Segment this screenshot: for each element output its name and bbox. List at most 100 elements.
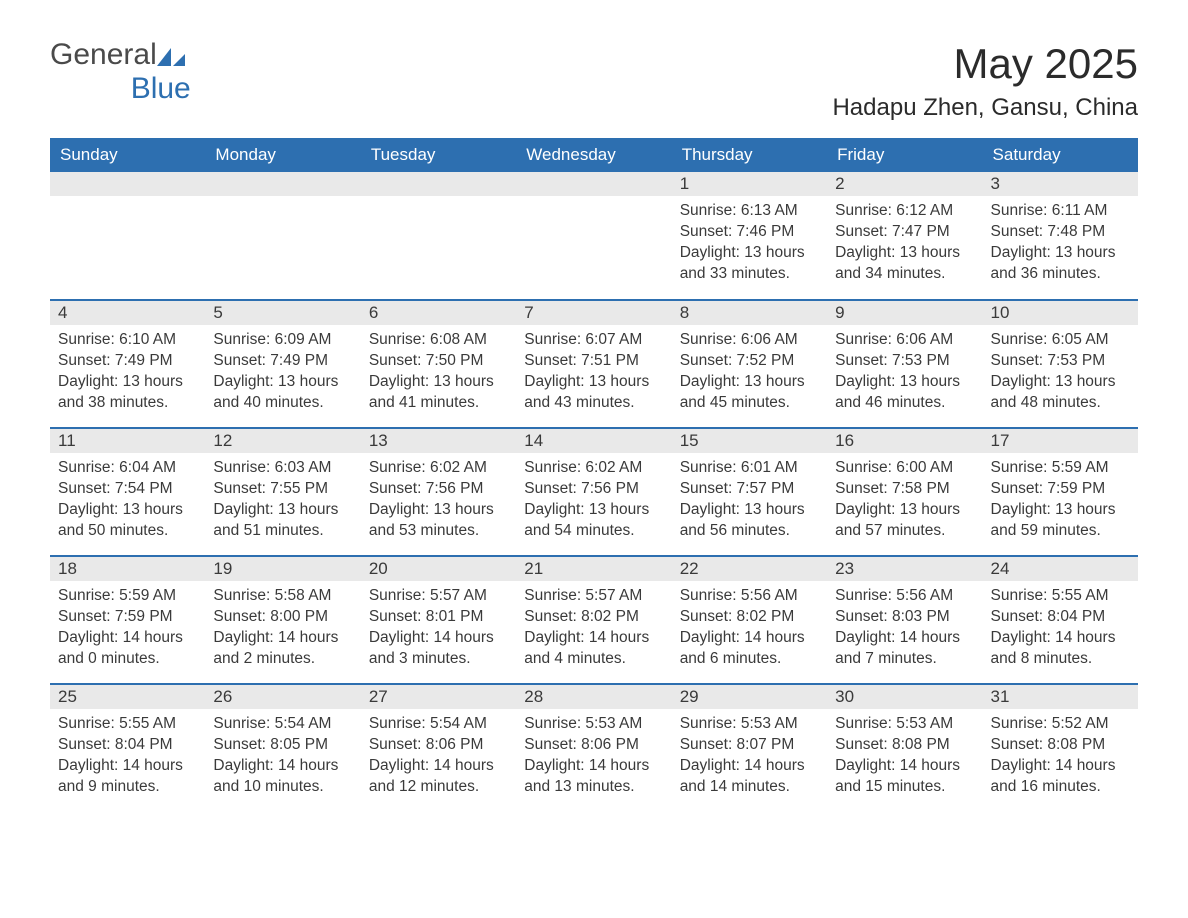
sunset-text: Sunset: 7:52 PM [680,351,819,372]
daylight-text: Daylight: 13 hours and 51 minutes. [213,500,352,542]
day-details: Sunrise: 6:08 AMSunset: 7:50 PMDaylight:… [361,325,516,424]
sunrise-text: Sunrise: 5:53 AM [680,714,819,735]
day-number: 4 [50,301,205,325]
daylight-text: Daylight: 14 hours and 2 minutes. [213,628,352,670]
sunrise-text: Sunrise: 5:56 AM [680,586,819,607]
daylight-text: Daylight: 14 hours and 7 minutes. [835,628,974,670]
sunrise-text: Sunrise: 6:03 AM [213,458,352,479]
sunrise-text: Sunrise: 5:54 AM [369,714,508,735]
sunset-text: Sunset: 7:48 PM [991,222,1130,243]
daylight-text: Daylight: 13 hours and 45 minutes. [680,372,819,414]
day-number: 12 [205,429,360,453]
sunrise-text: Sunrise: 6:11 AM [991,201,1130,222]
sunset-text: Sunset: 8:06 PM [369,735,508,756]
calendar-cell: 19Sunrise: 5:58 AMSunset: 8:00 PMDayligh… [205,556,360,684]
sunrise-text: Sunrise: 5:59 AM [58,586,197,607]
day-number: 2 [827,172,982,196]
daylight-text: Daylight: 13 hours and 46 minutes. [835,372,974,414]
sunset-text: Sunset: 8:08 PM [835,735,974,756]
sunset-text: Sunset: 8:03 PM [835,607,974,628]
sunset-text: Sunset: 7:59 PM [58,607,197,628]
sunrise-text: Sunrise: 6:01 AM [680,458,819,479]
day-number: 25 [50,685,205,709]
sunrise-text: Sunrise: 5:55 AM [58,714,197,735]
calendar-cell: 2Sunrise: 6:12 AMSunset: 7:47 PMDaylight… [827,172,982,300]
sunrise-text: Sunrise: 5:53 AM [524,714,663,735]
sunrise-text: Sunrise: 5:52 AM [991,714,1130,735]
day-number: 29 [672,685,827,709]
sunrise-text: Sunrise: 6:06 AM [835,330,974,351]
calendar-cell [205,172,360,300]
sunset-text: Sunset: 7:59 PM [991,479,1130,500]
day-number [361,172,516,196]
sunrise-text: Sunrise: 6:00 AM [835,458,974,479]
page-header: General Blue May 2025 Hadapu Zhen, Gansu… [50,40,1138,132]
day-header: Monday [205,138,360,172]
daylight-text: Daylight: 13 hours and 50 minutes. [58,500,197,542]
calendar-cell: 16Sunrise: 6:00 AMSunset: 7:58 PMDayligh… [827,428,982,556]
sunset-text: Sunset: 8:06 PM [524,735,663,756]
calendar-week-row: 11Sunrise: 6:04 AMSunset: 7:54 PMDayligh… [50,428,1138,556]
brand-logo: General Blue [50,40,187,104]
day-details [516,196,671,211]
daylight-text: Daylight: 13 hours and 33 minutes. [680,243,819,285]
sunset-text: Sunset: 7:47 PM [835,222,974,243]
day-details [50,196,205,211]
sunset-text: Sunset: 8:07 PM [680,735,819,756]
calendar-cell: 7Sunrise: 6:07 AMSunset: 7:51 PMDaylight… [516,300,671,428]
calendar-cell: 10Sunrise: 6:05 AMSunset: 7:53 PMDayligh… [983,300,1138,428]
day-number: 9 [827,301,982,325]
day-details: Sunrise: 6:10 AMSunset: 7:49 PMDaylight:… [50,325,205,424]
daylight-text: Daylight: 13 hours and 56 minutes. [680,500,819,542]
sunset-text: Sunset: 7:50 PM [369,351,508,372]
day-number: 10 [983,301,1138,325]
day-details: Sunrise: 6:12 AMSunset: 7:47 PMDaylight:… [827,196,982,295]
daylight-text: Daylight: 13 hours and 38 minutes. [58,372,197,414]
sunset-text: Sunset: 7:53 PM [835,351,974,372]
calendar-cell: 13Sunrise: 6:02 AMSunset: 7:56 PMDayligh… [361,428,516,556]
calendar-cell: 31Sunrise: 5:52 AMSunset: 8:08 PMDayligh… [983,684,1138,812]
calendar-cell: 24Sunrise: 5:55 AMSunset: 8:04 PMDayligh… [983,556,1138,684]
day-number: 28 [516,685,671,709]
daylight-text: Daylight: 13 hours and 59 minutes. [991,500,1130,542]
sunrise-text: Sunrise: 6:09 AM [213,330,352,351]
day-number: 24 [983,557,1138,581]
calendar-cell: 26Sunrise: 5:54 AMSunset: 8:05 PMDayligh… [205,684,360,812]
day-header: Tuesday [361,138,516,172]
day-number: 27 [361,685,516,709]
day-details: Sunrise: 5:55 AMSunset: 8:04 PMDaylight:… [50,709,205,808]
day-number: 6 [361,301,516,325]
daylight-text: Daylight: 13 hours and 36 minutes. [991,243,1130,285]
day-details: Sunrise: 6:09 AMSunset: 7:49 PMDaylight:… [205,325,360,424]
day-number: 11 [50,429,205,453]
daylight-text: Daylight: 14 hours and 9 minutes. [58,756,197,798]
calendar-cell: 4Sunrise: 6:10 AMSunset: 7:49 PMDaylight… [50,300,205,428]
sunset-text: Sunset: 7:51 PM [524,351,663,372]
calendar-cell: 3Sunrise: 6:11 AMSunset: 7:48 PMDaylight… [983,172,1138,300]
day-details [205,196,360,211]
sunrise-text: Sunrise: 6:07 AM [524,330,663,351]
daylight-text: Daylight: 13 hours and 53 minutes. [369,500,508,542]
brand-general: General [50,38,157,71]
day-details: Sunrise: 6:00 AMSunset: 7:58 PMDaylight:… [827,453,982,552]
daylight-text: Daylight: 13 hours and 48 minutes. [991,372,1130,414]
day-details: Sunrise: 6:01 AMSunset: 7:57 PMDaylight:… [672,453,827,552]
calendar-cell: 9 Sunrise: 6:06 AMSunset: 7:53 PMDaylight… [827,300,982,428]
day-number: 14 [516,429,671,453]
calendar-cell: 8Sunrise: 6:06 AMSunset: 7:52 PMDaylight… [672,300,827,428]
calendar-week-row: 25Sunrise: 5:55 AMSunset: 8:04 PMDayligh… [50,684,1138,812]
day-details: Sunrise: 5:55 AMSunset: 8:04 PMDaylight:… [983,581,1138,680]
calendar-cell: 30Sunrise: 5:53 AMSunset: 8:08 PMDayligh… [827,684,982,812]
sunrise-text: Sunrise: 5:54 AM [213,714,352,735]
daylight-text: Daylight: 13 hours and 41 minutes. [369,372,508,414]
sunrise-text: Sunrise: 6:12 AM [835,201,974,222]
day-number: 22 [672,557,827,581]
calendar-cell: 20Sunrise: 5:57 AMSunset: 8:01 PMDayligh… [361,556,516,684]
calendar-cell: 1Sunrise: 6:13 AMSunset: 7:46 PMDaylight… [672,172,827,300]
day-details: Sunrise: 6:03 AMSunset: 7:55 PMDaylight:… [205,453,360,552]
sunset-text: Sunset: 8:02 PM [680,607,819,628]
day-details: Sunrise: 5:59 AMSunset: 7:59 PMDaylight:… [50,581,205,680]
calendar-cell: 14Sunrise: 6:02 AMSunset: 7:56 PMDayligh… [516,428,671,556]
daylight-text: Daylight: 14 hours and 10 minutes. [213,756,352,798]
day-header: Saturday [983,138,1138,172]
